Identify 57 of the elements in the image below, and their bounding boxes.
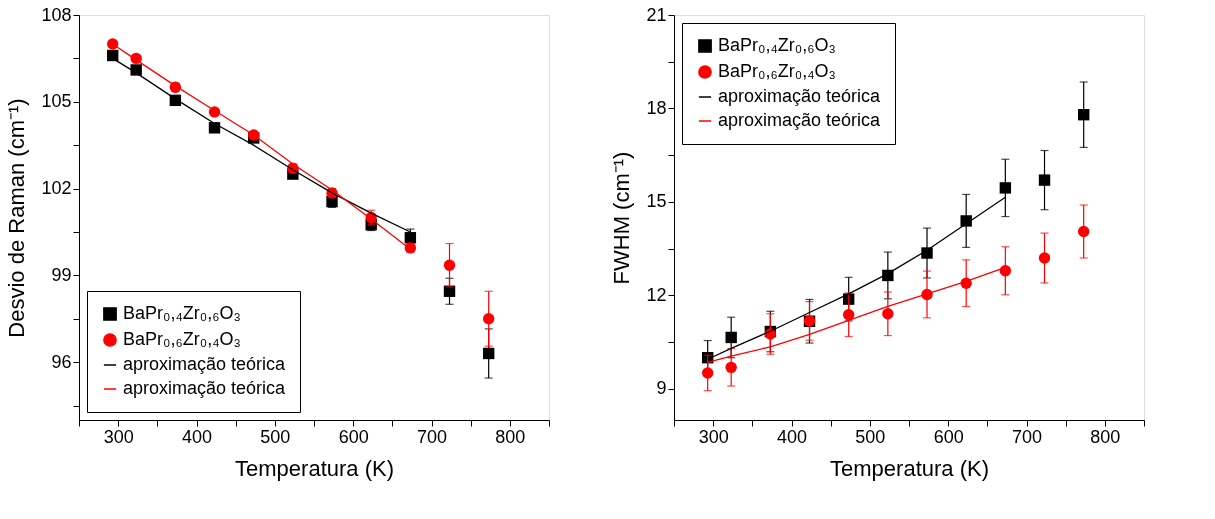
y-tick-label: 105 <box>41 91 72 112</box>
x-tick-label: 400 <box>776 426 808 447</box>
point <box>106 38 119 50</box>
x-axis-title: Temperatura (K) <box>235 455 394 481</box>
x-tick-label: 500 <box>260 426 291 447</box>
point <box>725 331 737 344</box>
y-tick-label: 96 <box>51 351 72 372</box>
point <box>842 309 855 321</box>
x-tick-label: 300 <box>698 426 729 447</box>
y-tick-label: 12 <box>646 284 667 305</box>
y-tick-label: 9 <box>656 378 667 399</box>
point <box>1038 252 1051 264</box>
x-tick-label: 600 <box>338 426 369 447</box>
y-axis-title: Desvio de Raman (cm⁻¹) <box>4 98 30 338</box>
point <box>1077 108 1090 121</box>
x-tick-label: 800 <box>1090 426 1121 447</box>
legend-label: aproximação teórica <box>718 86 882 106</box>
point <box>882 308 894 320</box>
point <box>1038 174 1051 186</box>
x-tick-label: 700 <box>416 426 448 447</box>
legend-label: BaPr₀,₄Zr₀,₆O₃ <box>718 35 836 55</box>
y-tick-label: 21 <box>646 4 667 25</box>
point <box>443 259 456 271</box>
x-tick-label: 700 <box>1011 426 1043 447</box>
y-tick-label: 108 <box>41 4 72 25</box>
point <box>482 313 495 325</box>
x-tick-label: 300 <box>103 426 134 447</box>
y-axis-title: FWHM (cm⁻¹) <box>609 151 635 285</box>
point <box>1077 225 1090 238</box>
y-tick-label: 99 <box>51 264 72 285</box>
point <box>999 265 1012 277</box>
point <box>208 122 221 134</box>
point <box>208 106 221 118</box>
y-tick-label: 15 <box>646 191 667 212</box>
y-tick-label: 102 <box>41 178 72 199</box>
point <box>701 367 714 379</box>
legend-label: aproximação teórica <box>718 110 882 130</box>
x-tick-label: 400 <box>181 426 213 447</box>
point <box>921 247 933 259</box>
legend-label: aproximação teórica <box>123 354 287 374</box>
x-tick-label: 800 <box>495 426 526 447</box>
point <box>725 361 737 374</box>
point <box>999 182 1012 194</box>
x-axis-title: Temperatura (K) <box>830 455 989 481</box>
point <box>482 347 495 360</box>
legend-label: aproximação teórica <box>123 378 287 398</box>
point <box>960 215 972 227</box>
x-tick-label: 600 <box>933 426 964 447</box>
legend-label: BaPr₀,₄Zr₀,₆O₃ <box>123 303 241 323</box>
legend-label: BaPr₀,₆Zr₀,₄O₃ <box>718 61 836 81</box>
x-tick-label: 500 <box>855 426 886 447</box>
point <box>404 232 417 244</box>
point <box>130 52 142 65</box>
point <box>130 64 142 76</box>
point <box>106 49 119 62</box>
legend-label: BaPr₀,₆Zr₀,₄O₃ <box>123 329 241 349</box>
y-tick-label: 18 <box>646 97 667 118</box>
